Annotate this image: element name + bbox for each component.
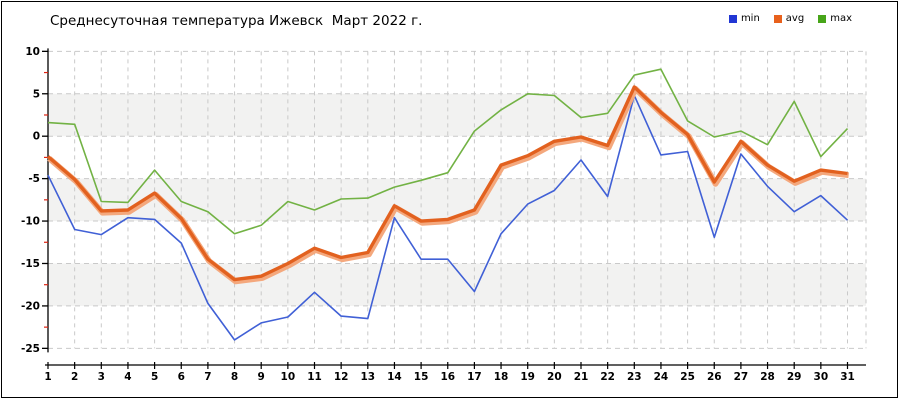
x-tick-label: 3: [98, 371, 105, 383]
y-tick-label: -25: [21, 343, 40, 355]
series-line-max: [47, 68, 849, 235]
x-tick-label: 1: [44, 371, 51, 383]
x-tick-label: 17: [467, 371, 482, 383]
y-tick-label: -10: [21, 216, 40, 228]
legend-label-avg: avg: [785, 13, 805, 24]
x-tick-label: 24: [654, 371, 669, 383]
x-tick-label: 13: [360, 371, 375, 383]
x-tick-label: 12: [334, 371, 349, 383]
plot-band: [48, 93, 866, 137]
x-tick-label: 19: [520, 371, 535, 383]
legend-label-max: max: [830, 13, 852, 24]
x-tick-label: 9: [258, 371, 265, 383]
x-tick-label: 10: [281, 371, 296, 383]
x-tick-label: 27: [734, 371, 749, 383]
legend-label-min: min: [740, 13, 760, 24]
chart-legend: min avg max: [728, 13, 852, 24]
x-tick-label: 2: [71, 371, 78, 383]
y-tick-label: -15: [21, 258, 40, 270]
chart-title: Среднесуточная температура Ижевск Март 2…: [50, 13, 423, 29]
y-tick-label: 10: [25, 46, 40, 58]
legend-swatch-avg: [773, 14, 782, 23]
x-tick-label: 26: [707, 371, 722, 383]
x-tick-label: 23: [627, 371, 642, 383]
y-tick-label: -5: [28, 173, 40, 185]
y-tick-label: 5: [33, 88, 40, 100]
legend-item-min: min: [728, 13, 760, 24]
y-tick-label: 0: [33, 131, 40, 143]
x-tick-label: 11: [307, 371, 322, 383]
legend-swatch-max: [818, 14, 827, 23]
x-tick-label: 31: [840, 371, 855, 383]
x-tick-label: 14: [387, 371, 402, 383]
x-tick-label: 4: [124, 371, 131, 383]
x-tick-label: 18: [494, 371, 509, 383]
x-tick-label: 15: [414, 371, 429, 383]
x-tick-label: 20: [547, 371, 562, 383]
x-tick-label: 8: [231, 371, 238, 383]
x-tick-label: 30: [814, 371, 829, 383]
plot-band: [48, 178, 866, 222]
series-line-min: [47, 94, 849, 341]
x-tick-label: 28: [760, 371, 775, 383]
x-tick-label: 7: [204, 371, 211, 383]
x-tick-label: 22: [600, 371, 615, 383]
x-tick-label: 21: [574, 371, 589, 383]
x-tick-label: 16: [440, 371, 455, 383]
x-tick-label: 5: [151, 371, 158, 383]
x-tick-label: 29: [787, 371, 802, 383]
x-tick-label: 6: [178, 371, 185, 383]
legend-item-max: max: [818, 13, 852, 24]
legend-item-avg: avg: [773, 13, 805, 24]
series-line-avg: [46, 85, 848, 282]
x-tick-label: 25: [680, 371, 695, 383]
y-tick-label: -20: [21, 300, 40, 312]
legend-swatch-min: [728, 14, 737, 23]
